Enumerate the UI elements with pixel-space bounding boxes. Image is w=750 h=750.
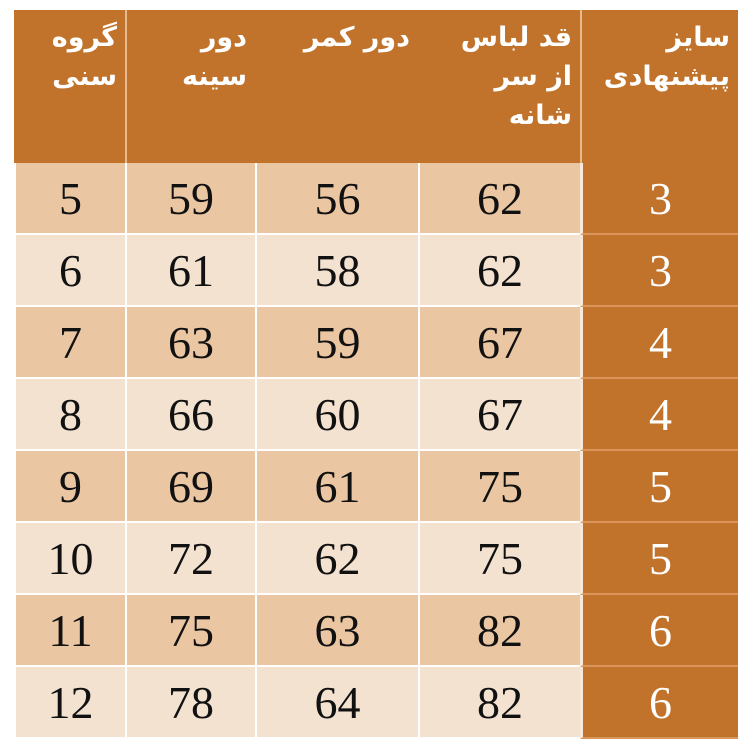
cell-age: 9 xyxy=(14,451,125,523)
cell-age: 11 xyxy=(14,595,125,667)
cell-length: 67 xyxy=(418,307,580,379)
header-age: گروه سنی xyxy=(14,10,125,163)
cell-size: 6 xyxy=(580,595,738,667)
header-size-line: پیشنهادی xyxy=(603,61,730,92)
cell-size: 3 xyxy=(580,163,738,235)
cell-chest: 78 xyxy=(125,667,255,739)
header-size: سایز پیشنهادی xyxy=(580,10,738,163)
cell-length: 75 xyxy=(418,451,580,523)
header-age-line: سنی xyxy=(52,61,117,92)
cell-age: 8 xyxy=(14,379,125,451)
cell-age: 5 xyxy=(14,163,125,235)
cell-length: 67 xyxy=(418,379,580,451)
cell-chest: 75 xyxy=(125,595,255,667)
cell-size: 4 xyxy=(580,307,738,379)
cell-waist: 61 xyxy=(255,451,418,523)
cell-waist: 63 xyxy=(255,595,418,667)
header-chest-line: دور xyxy=(200,22,247,53)
cell-chest: 69 xyxy=(125,451,255,523)
cell-chest: 72 xyxy=(125,523,255,595)
header-waist-line: دور کمر xyxy=(303,22,410,53)
cell-size: 4 xyxy=(580,379,738,451)
header-length-line: شانه xyxy=(508,100,572,131)
cell-size: 5 xyxy=(580,451,738,523)
cell-waist: 60 xyxy=(255,379,418,451)
cell-age: 12 xyxy=(14,667,125,739)
cell-length: 82 xyxy=(418,595,580,667)
cell-age: 7 xyxy=(14,307,125,379)
header-length-line: قد لباس xyxy=(460,22,572,53)
cell-size: 3 xyxy=(580,235,738,307)
cell-length: 62 xyxy=(418,235,580,307)
header-age-line: گروه xyxy=(51,22,117,53)
cell-waist: 56 xyxy=(255,163,418,235)
cell-size: 5 xyxy=(580,523,738,595)
cell-chest: 63 xyxy=(125,307,255,379)
header-waist: دور کمر xyxy=(255,10,418,163)
cell-waist: 64 xyxy=(255,667,418,739)
header-chest: دور سینه xyxy=(125,10,255,163)
size-chart-table: سایز پیشنهادی قد لباس از سر شانه دور کمر دور سی… xyxy=(14,10,738,739)
cell-chest: 59 xyxy=(125,163,255,235)
header-chest-line: سینه xyxy=(182,61,247,92)
cell-age: 10 xyxy=(14,523,125,595)
header-length: قد لباس از سر شانه xyxy=(418,10,580,163)
cell-waist: 62 xyxy=(255,523,418,595)
cell-age: 6 xyxy=(14,235,125,307)
cell-waist: 59 xyxy=(255,307,418,379)
header-length-line: از سر xyxy=(494,61,572,92)
cell-chest: 61 xyxy=(125,235,255,307)
cell-length: 75 xyxy=(418,523,580,595)
cell-size: 6 xyxy=(580,667,738,739)
cell-chest: 66 xyxy=(125,379,255,451)
header-size-line: سایز xyxy=(666,22,730,53)
cell-length: 62 xyxy=(418,163,580,235)
cell-waist: 58 xyxy=(255,235,418,307)
cell-length: 82 xyxy=(418,667,580,739)
